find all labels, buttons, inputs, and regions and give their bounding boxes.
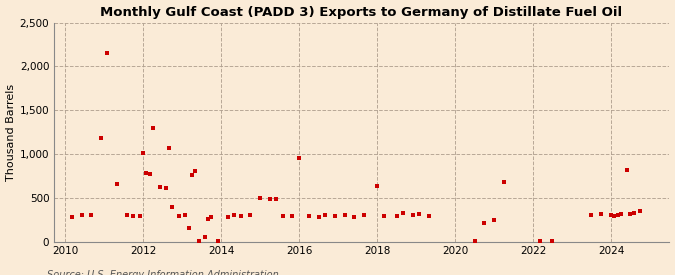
Point [479,221,489,225]
Point [277,213,288,218]
Point [138,151,148,155]
Point [199,235,210,239]
Point [628,210,639,215]
Point [235,213,246,218]
Point [534,239,545,243]
Point [329,213,340,218]
Point [164,145,175,150]
Point [359,213,370,218]
Point [392,214,402,218]
Point [167,205,178,210]
Point [622,167,632,172]
Point [173,213,184,218]
Point [320,213,331,218]
Point [304,214,315,218]
Point [186,173,197,177]
Point [154,185,165,189]
Point [469,239,480,243]
Point [398,211,408,216]
Point [96,136,107,140]
Point [141,171,152,175]
Point [190,169,200,174]
Point [616,212,626,217]
Point [206,215,217,219]
Point [66,215,77,219]
Point [498,180,509,184]
Point [111,182,122,186]
Point [340,213,350,218]
Point [596,212,607,217]
Point [229,213,240,218]
Point [76,213,87,218]
Y-axis label: Thousand Barrels: Thousand Barrels [5,83,16,181]
Point [625,212,636,216]
Point [144,172,155,176]
Point [294,156,304,161]
Point [634,209,645,213]
Point [184,226,194,230]
Point [213,239,223,243]
Point [349,214,360,219]
Point [86,213,97,218]
Point [128,213,139,218]
Point [423,213,434,218]
Point [287,213,298,218]
Point [271,197,282,202]
Point [586,213,597,218]
Point [254,196,265,200]
Point [612,213,623,218]
Point [605,213,616,217]
Point [489,218,500,222]
Point [378,213,389,218]
Point [265,196,275,201]
Point [161,186,171,190]
Point [547,239,558,243]
Point [134,214,145,218]
Point [313,215,324,220]
Point [222,215,233,219]
Point [203,217,214,221]
Point [122,213,132,218]
Title: Monthly Gulf Coast (PADD 3) Exports to Germany of Distillate Fuel Oil: Monthly Gulf Coast (PADD 3) Exports to G… [101,6,622,18]
Text: Source: U.S. Energy Information Administration: Source: U.S. Energy Information Administ… [47,271,279,275]
Point [193,239,204,243]
Point [414,212,425,217]
Point [372,184,383,189]
Point [102,51,113,55]
Point [148,125,159,130]
Point [245,213,256,218]
Point [609,213,620,218]
Point [180,213,190,218]
Point [408,213,418,218]
